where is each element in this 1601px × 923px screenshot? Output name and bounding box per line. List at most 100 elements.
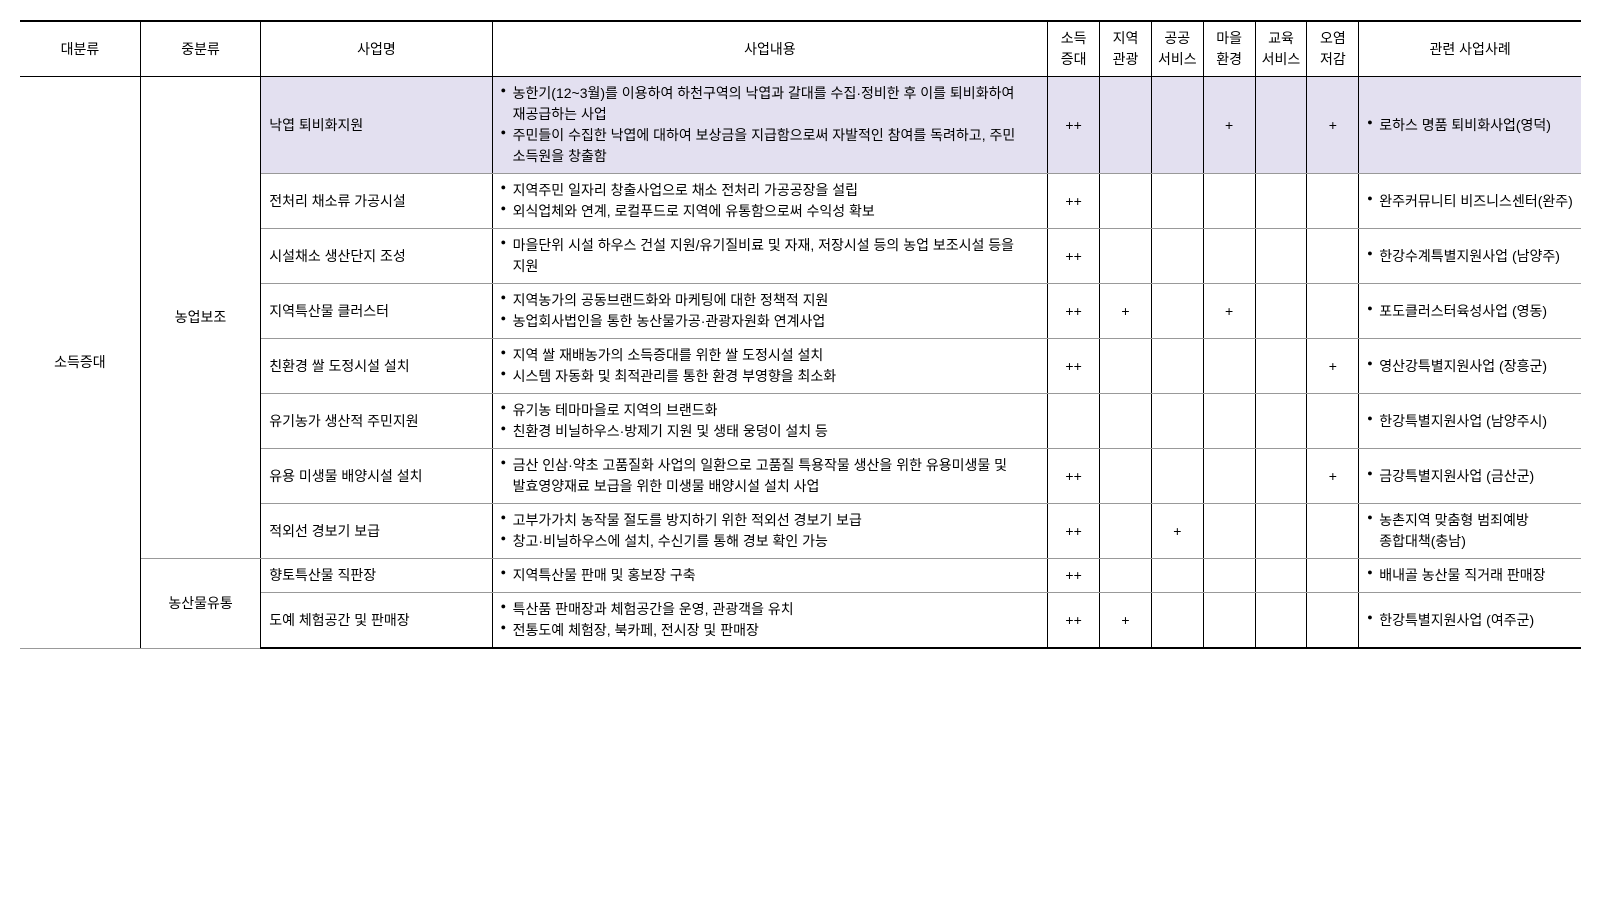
project-name-cell: 유기농가 생산적 주민지원: [261, 394, 492, 449]
mark-cell: ++: [1048, 449, 1100, 504]
header-m6: 오염저감: [1307, 21, 1359, 77]
mark-cell: [1100, 449, 1152, 504]
header-desc: 사업내용: [492, 21, 1048, 77]
desc-item: 시스템 자동화 및 최적관리를 통한 환경 부영향을 최소화: [501, 366, 1042, 387]
project-desc-cell: 마을단위 시설 하우스 건설 지원/유기질비료 및 자재, 저장시설 등의 농업…: [492, 229, 1048, 284]
mark-cell: [1100, 77, 1152, 174]
mark-cell: [1151, 559, 1203, 593]
mark-cell: +: [1307, 449, 1359, 504]
mark-cell: [1307, 229, 1359, 284]
mark-cell: [1255, 593, 1307, 649]
cat2-cell: 농업보조: [140, 77, 260, 559]
case-item: 포도클러스터육성사업 (영동): [1367, 301, 1575, 322]
header-m5: 교육서비스: [1255, 21, 1307, 77]
desc-item: 유기농 테마마을로 지역의 브랜드화: [501, 400, 1042, 421]
mark-cell: [1100, 229, 1152, 284]
mark-cell: [1255, 339, 1307, 394]
mark-cell: [1255, 449, 1307, 504]
mark-cell: [1100, 174, 1152, 229]
mark-cell: ++: [1048, 339, 1100, 394]
project-desc-cell: 지역 쌀 재배농가의 소득증대를 위한 쌀 도정시설 설치시스템 자동화 및 최…: [492, 339, 1048, 394]
project-name-cell: 지역특산물 클러스터: [261, 284, 492, 339]
mark-cell: [1307, 174, 1359, 229]
project-name-cell: 낙엽 퇴비화지원: [261, 77, 492, 174]
project-name-cell: 시설채소 생산단지 조성: [261, 229, 492, 284]
project-name-cell: 향토특산물 직판장: [261, 559, 492, 593]
desc-item: 고부가가치 농작물 절도를 방지하기 위한 적외선 경보기 보급: [501, 510, 1042, 531]
table-row: 농산물유통향토특산물 직판장지역특산물 판매 및 홍보장 구축++배내골 농산물…: [20, 559, 1581, 593]
mark-cell: [1048, 394, 1100, 449]
mark-cell: [1100, 394, 1152, 449]
desc-item: 금산 인삼·약초 고품질화 사업의 일환으로 고품질 특용작물 생산을 위한 유…: [501, 455, 1042, 497]
mark-cell: ++: [1048, 174, 1100, 229]
desc-item: 친환경 비닐하우스·방제기 지원 및 생태 웅덩이 설치 등: [501, 421, 1042, 442]
desc-item: 창고·비닐하우스에 설치, 수신기를 통해 경보 확인 가능: [501, 531, 1042, 552]
project-desc-cell: 금산 인삼·약초 고품질화 사업의 일환으로 고품질 특용작물 생산을 위한 유…: [492, 449, 1048, 504]
project-desc-cell: 특산품 판매장과 체험공간을 운영, 관광객을 유치전통도예 체험장, 북카페,…: [492, 593, 1048, 649]
case-item: 농촌지역 맞춤형 범죄예방 종합대책(충남): [1367, 510, 1575, 552]
case-item: 금강특별지원사업 (금산군): [1367, 466, 1575, 487]
mark-cell: [1203, 174, 1255, 229]
case-cell: 금강특별지원사업 (금산군): [1359, 449, 1581, 504]
mark-cell: [1255, 284, 1307, 339]
header-m4: 마을환경: [1203, 21, 1255, 77]
mark-cell: [1203, 339, 1255, 394]
mark-cell: [1203, 559, 1255, 593]
mark-cell: ++: [1048, 504, 1100, 559]
mark-cell: [1100, 504, 1152, 559]
project-desc-cell: 고부가가치 농작물 절도를 방지하기 위한 적외선 경보기 보급창고·비닐하우스…: [492, 504, 1048, 559]
mark-cell: [1307, 504, 1359, 559]
mark-cell: ++: [1048, 77, 1100, 174]
desc-item: 외식업체와 연계, 로컬푸드로 지역에 유통함으로써 수익성 확보: [501, 201, 1042, 222]
desc-item: 특산품 판매장과 체험공간을 운영, 관광객을 유치: [501, 599, 1042, 620]
case-cell: 영산강특별지원사업 (장흥군): [1359, 339, 1581, 394]
table-row: 소득증대농업보조낙엽 퇴비화지원농한기(12~3월)를 이용하여 하천구역의 낙…: [20, 77, 1581, 174]
mark-cell: [1100, 339, 1152, 394]
case-cell: 로하스 명품 퇴비화사업(영덕): [1359, 77, 1581, 174]
header-m1: 소득증대: [1048, 21, 1100, 77]
case-item: 완주커뮤니티 비즈니스센터(완주): [1367, 191, 1575, 212]
mark-cell: ++: [1048, 593, 1100, 649]
case-cell: 한강특별지원사업 (여주군): [1359, 593, 1581, 649]
project-desc-cell: 지역농가의 공동브랜드화와 마케팅에 대한 정책적 지원농업회사법인을 통한 농…: [492, 284, 1048, 339]
case-cell: 완주커뮤니티 비즈니스센터(완주): [1359, 174, 1581, 229]
header-row: 대분류 중분류 사업명 사업내용 소득증대 지역관광 공공서비스 마을환경 교육…: [20, 21, 1581, 77]
mark-cell: +: [1307, 77, 1359, 174]
mark-cell: [1151, 284, 1203, 339]
case-item: 배내골 농산물 직거래 판매장: [1367, 565, 1575, 586]
mark-cell: +: [1203, 77, 1255, 174]
header-name: 사업명: [261, 21, 492, 77]
mark-cell: ++: [1048, 559, 1100, 593]
case-item: 한강특별지원사업 (남양주시): [1367, 411, 1575, 432]
case-item: 한강수계특별지원사업 (남양주): [1367, 246, 1575, 267]
mark-cell: [1151, 77, 1203, 174]
mark-cell: ++: [1048, 284, 1100, 339]
mark-cell: [1255, 394, 1307, 449]
mark-cell: [1100, 559, 1152, 593]
desc-item: 농업회사법인을 통한 농산물가공·관광자원화 연계사업: [501, 311, 1042, 332]
mark-cell: +: [1100, 593, 1152, 649]
mark-cell: +: [1151, 504, 1203, 559]
project-desc-cell: 농한기(12~3월)를 이용하여 하천구역의 낙엽과 갈대를 수집·정비한 후 …: [492, 77, 1048, 174]
desc-item: 전통도예 체험장, 북카페, 전시장 및 판매장: [501, 620, 1042, 641]
mark-cell: [1203, 229, 1255, 284]
mark-cell: [1203, 449, 1255, 504]
mark-cell: [1307, 284, 1359, 339]
project-name-cell: 친환경 쌀 도정시설 설치: [261, 339, 492, 394]
header-m3: 공공서비스: [1151, 21, 1203, 77]
header-m2: 지역관광: [1100, 21, 1152, 77]
mark-cell: [1151, 229, 1203, 284]
mark-cell: [1203, 593, 1255, 649]
cat2-cell: 농산물유통: [140, 559, 260, 649]
case-cell: 한강특별지원사업 (남양주시): [1359, 394, 1581, 449]
mark-cell: [1203, 394, 1255, 449]
case-item: 영산강특별지원사업 (장흥군): [1367, 356, 1575, 377]
project-name-cell: 전처리 채소류 가공시설: [261, 174, 492, 229]
case-cell: 한강수계특별지원사업 (남양주): [1359, 229, 1581, 284]
header-case: 관련 사업사례: [1359, 21, 1581, 77]
mark-cell: +: [1203, 284, 1255, 339]
mark-cell: [1307, 394, 1359, 449]
desc-item: 지역농가의 공동브랜드화와 마케팅에 대한 정책적 지원: [501, 290, 1042, 311]
cat1-cell: 소득증대: [20, 77, 140, 649]
header-cat1: 대분류: [20, 21, 140, 77]
